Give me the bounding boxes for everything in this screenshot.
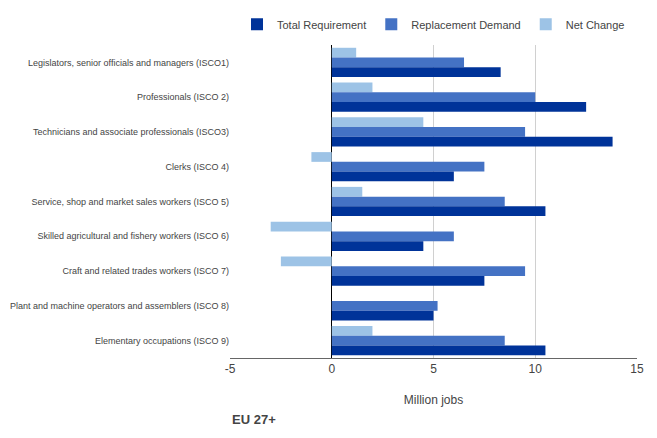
svg-text:Skilled agricultural and fishe: Skilled agricultural and fishery workers… [37,231,229,241]
svg-text:Service, shop and market sales: Service, shop and market sales workers (… [31,197,229,207]
svg-text:Million jobs: Million jobs [404,393,463,407]
svg-text:Elementary occupations (ISCO 9: Elementary occupations (ISCO 9) [95,336,229,346]
svg-text:Professionals (ISCO 2): Professionals (ISCO 2) [137,92,229,102]
svg-text:Craft and related trades worke: Craft and related trades workers (ISCO 7… [62,266,229,276]
svg-text:0: 0 [328,362,335,376]
svg-text:Plant and machine operators an: Plant and machine operators and assemble… [10,301,229,311]
svg-text:-5: -5 [225,362,236,376]
svg-text:Legislators, senior officials: Legislators, senior officials and manage… [28,58,229,68]
svg-text:5: 5 [430,362,437,376]
svg-text:15: 15 [630,362,644,376]
svg-text:EU 27+: EU 27+ [232,412,276,427]
svg-text:Replacement Demand: Replacement Demand [411,19,520,31]
svg-text:Net Change: Net Change [566,19,625,31]
svg-text:Technicians and associate prof: Technicians and associate professionals … [33,127,229,137]
svg-text:Clerks (ISCO 4): Clerks (ISCO 4) [165,162,229,172]
svg-text:10: 10 [529,362,543,376]
svg-text:Total Requirement: Total Requirement [277,19,366,31]
